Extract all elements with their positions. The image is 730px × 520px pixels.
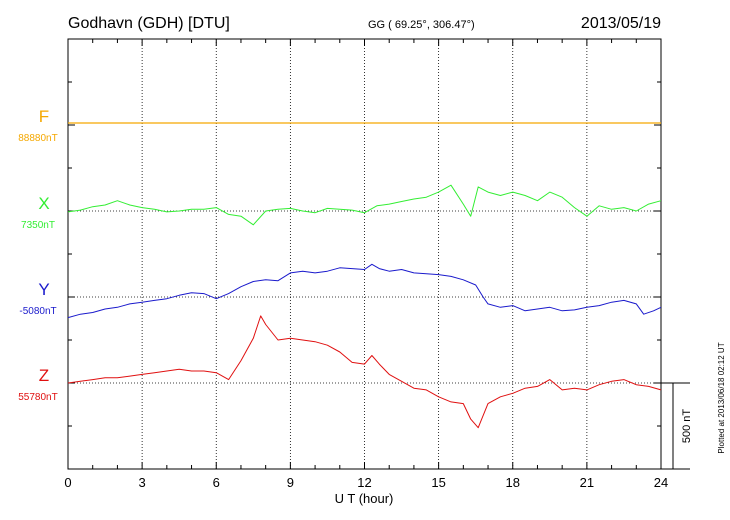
x-axis-label: U T (hour) <box>335 491 394 506</box>
x-tick-label: 15 <box>431 475 445 490</box>
trace-y <box>67 263 662 319</box>
x-tick-label: 21 <box>580 475 594 490</box>
plotted-timestamp: Plotted at 2013/06/18 02:12 UT <box>717 342 726 453</box>
component-labels: F 88880nT X 7350nT Y -5080nT Z 55780nT <box>18 107 57 403</box>
baseline-value-z: 55780nT <box>18 392 57 403</box>
baseline-value-f: 88880nT <box>18 133 57 144</box>
x-tick-label: 6 <box>213 475 220 490</box>
station-title: Godhavn (GDH) [DTU] <box>68 15 230 32</box>
trace-z <box>67 315 662 429</box>
component-label-z: Z <box>39 366 49 385</box>
scale-bar: 500 nT <box>661 382 693 470</box>
x-tick-label: 18 <box>506 475 520 490</box>
x-tick-label: 12 <box>357 475 371 490</box>
baseline-value-x: 7350nT <box>21 220 55 231</box>
scale-bar-label: 500 nT <box>681 409 693 444</box>
x-tick-label: 24 <box>654 475 668 490</box>
component-label-x: X <box>38 194 49 213</box>
component-label-y: Y <box>38 280 49 299</box>
x-tick-label: 9 <box>287 475 294 490</box>
axis-ticks <box>67 39 662 469</box>
date-label: 2013/05/19 <box>581 15 661 32</box>
x-tick-label: 3 <box>139 475 146 490</box>
x-tick-labels: 0 3 6 9 12 15 18 21 24 <box>64 475 668 490</box>
x-tick-label: 0 <box>64 475 71 490</box>
baseline-value-y: -5080nT <box>19 306 56 317</box>
plot-frame <box>67 38 662 470</box>
grid <box>68 39 661 469</box>
trace-x <box>67 184 662 226</box>
coordinates-label: GG ( 69.25°, 306.47°) <box>368 19 475 31</box>
traces <box>67 122 662 429</box>
component-label-f: F <box>39 107 49 126</box>
